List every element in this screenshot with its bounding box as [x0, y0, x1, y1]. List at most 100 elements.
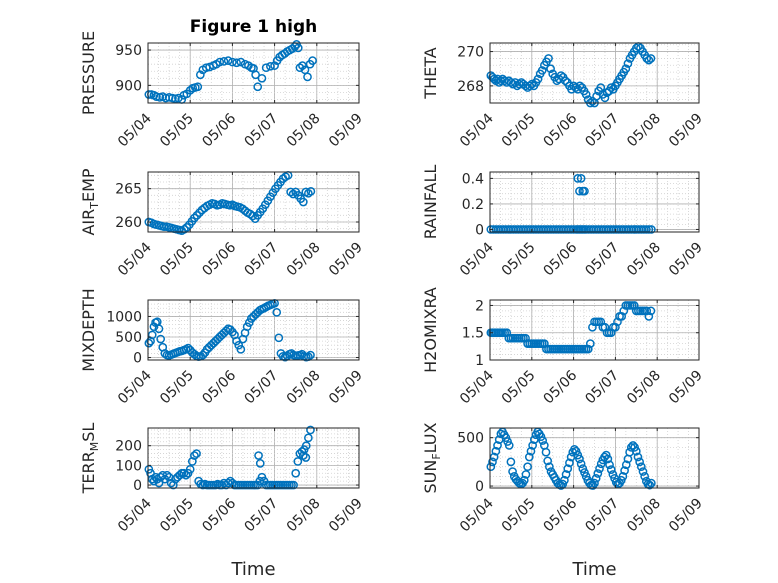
data-point [590, 478, 599, 488]
data-point [537, 66, 547, 75]
subplot-8: 0 500 05/04 05/05 05/06 05/07 05/08 05/09 SUNFLU… [421, 422, 706, 580]
data-point [215, 57, 225, 67]
ytick-label: 500 [457, 431, 484, 447]
data-point [606, 465, 616, 474]
data-point [144, 90, 154, 99]
subplot-5: 0 500 1000 05/04 05/05 05/06 05/07 05/08 05/09 MI… [79, 288, 366, 407]
ytick-label: 1000 [106, 309, 142, 325]
data-point [606, 83, 616, 92]
data-point [144, 338, 154, 348]
axes-frame-6 [489, 299, 700, 361]
xtick-label: 05/05 [157, 111, 197, 151]
ytick-label: 0.4 [462, 171, 484, 187]
data-point [274, 333, 284, 343]
data-point [642, 306, 652, 316]
xtick-label: 05/04 [115, 110, 155, 150]
xtick-label: 05/07 [582, 240, 622, 280]
data-point [308, 56, 317, 65]
xtick-label: 05/08 [624, 111, 664, 151]
data-point [521, 333, 530, 343]
xtick-label: 05/08 [284, 111, 324, 151]
xtick-label: 05/09 [666, 111, 706, 151]
xtick-label: 05/06 [199, 239, 239, 279]
data-point [175, 470, 184, 480]
data-point [641, 225, 651, 234]
data-point [546, 64, 555, 74]
xtick-label: 05/09 [326, 368, 366, 408]
data-point [635, 457, 644, 467]
data-point [544, 54, 553, 63]
data-point [521, 470, 531, 479]
xtick-label: 05/06 [541, 239, 581, 279]
data-point [190, 213, 199, 223]
data-point [270, 61, 279, 70]
data-point [561, 470, 571, 479]
xtick-label: 05/09 [666, 240, 706, 280]
data-point [219, 57, 229, 66]
data-point [147, 330, 157, 340]
axes-frame-4 [489, 171, 700, 233]
data-point [298, 197, 308, 207]
data-point [254, 451, 263, 460]
data-point [563, 464, 573, 473]
data-point [620, 466, 629, 475]
ytick-label: 268 [457, 79, 484, 95]
xtick-label: 05/04 [115, 367, 155, 407]
data-point [493, 441, 502, 450]
xtick-label: 05/07 [242, 496, 282, 536]
subplot-4: 0 0.2 0.4 05/04 05/05 05/06 05/07 05/08 05/09 RAI… [421, 165, 706, 280]
xtick-label: 05/09 [326, 111, 366, 151]
ylabel-5: MIXDEPTH [79, 288, 98, 371]
xlabel-7: Time [230, 559, 275, 580]
data-point [232, 58, 241, 68]
xtick-label: 05/06 [541, 495, 581, 535]
data-point [560, 475, 569, 485]
data-point [506, 457, 516, 467]
data-point [154, 324, 164, 334]
xtick-label: 05/04 [457, 110, 497, 150]
data-point [508, 79, 518, 89]
data-point [502, 328, 512, 338]
data-point [303, 72, 312, 82]
series-5 [144, 298, 315, 362]
data-point [236, 57, 246, 67]
data-point [617, 312, 627, 321]
series-4 [486, 174, 656, 234]
ylabel-2: THETA [421, 47, 440, 99]
ytick-label: 900 [115, 78, 142, 94]
data-point [533, 74, 543, 84]
data-point [644, 225, 654, 234]
data-point [633, 452, 643, 462]
data-point [646, 225, 656, 234]
axes-frame-2 [489, 42, 700, 104]
ytick-label: 260 [115, 215, 142, 231]
data-point [489, 452, 499, 462]
data-point [640, 472, 650, 481]
ytick-label: 0 [133, 478, 142, 494]
data-point [571, 83, 581, 92]
data-point [576, 174, 586, 183]
ytick-label: 0 [475, 222, 484, 238]
data-point [576, 459, 586, 469]
data-point [251, 70, 260, 80]
ylabel-7: TERRMSL [79, 423, 101, 495]
data-point [261, 63, 271, 73]
data-point [605, 460, 614, 470]
data-point [603, 454, 613, 464]
data-point [638, 467, 648, 476]
xtick-label: 05/04 [457, 239, 497, 279]
data-point [596, 317, 606, 327]
data-point [242, 322, 252, 332]
data-point [545, 462, 554, 472]
xtick-label: 05/07 [582, 111, 622, 151]
xtick-label: 05/06 [199, 110, 239, 150]
data-point [266, 61, 275, 71]
data-point [575, 454, 584, 464]
data-point [528, 441, 537, 450]
data-point [486, 462, 496, 472]
data-point [198, 350, 208, 360]
data-point [580, 186, 589, 196]
data-point [623, 59, 633, 68]
xtick-label: 05/08 [624, 368, 664, 408]
